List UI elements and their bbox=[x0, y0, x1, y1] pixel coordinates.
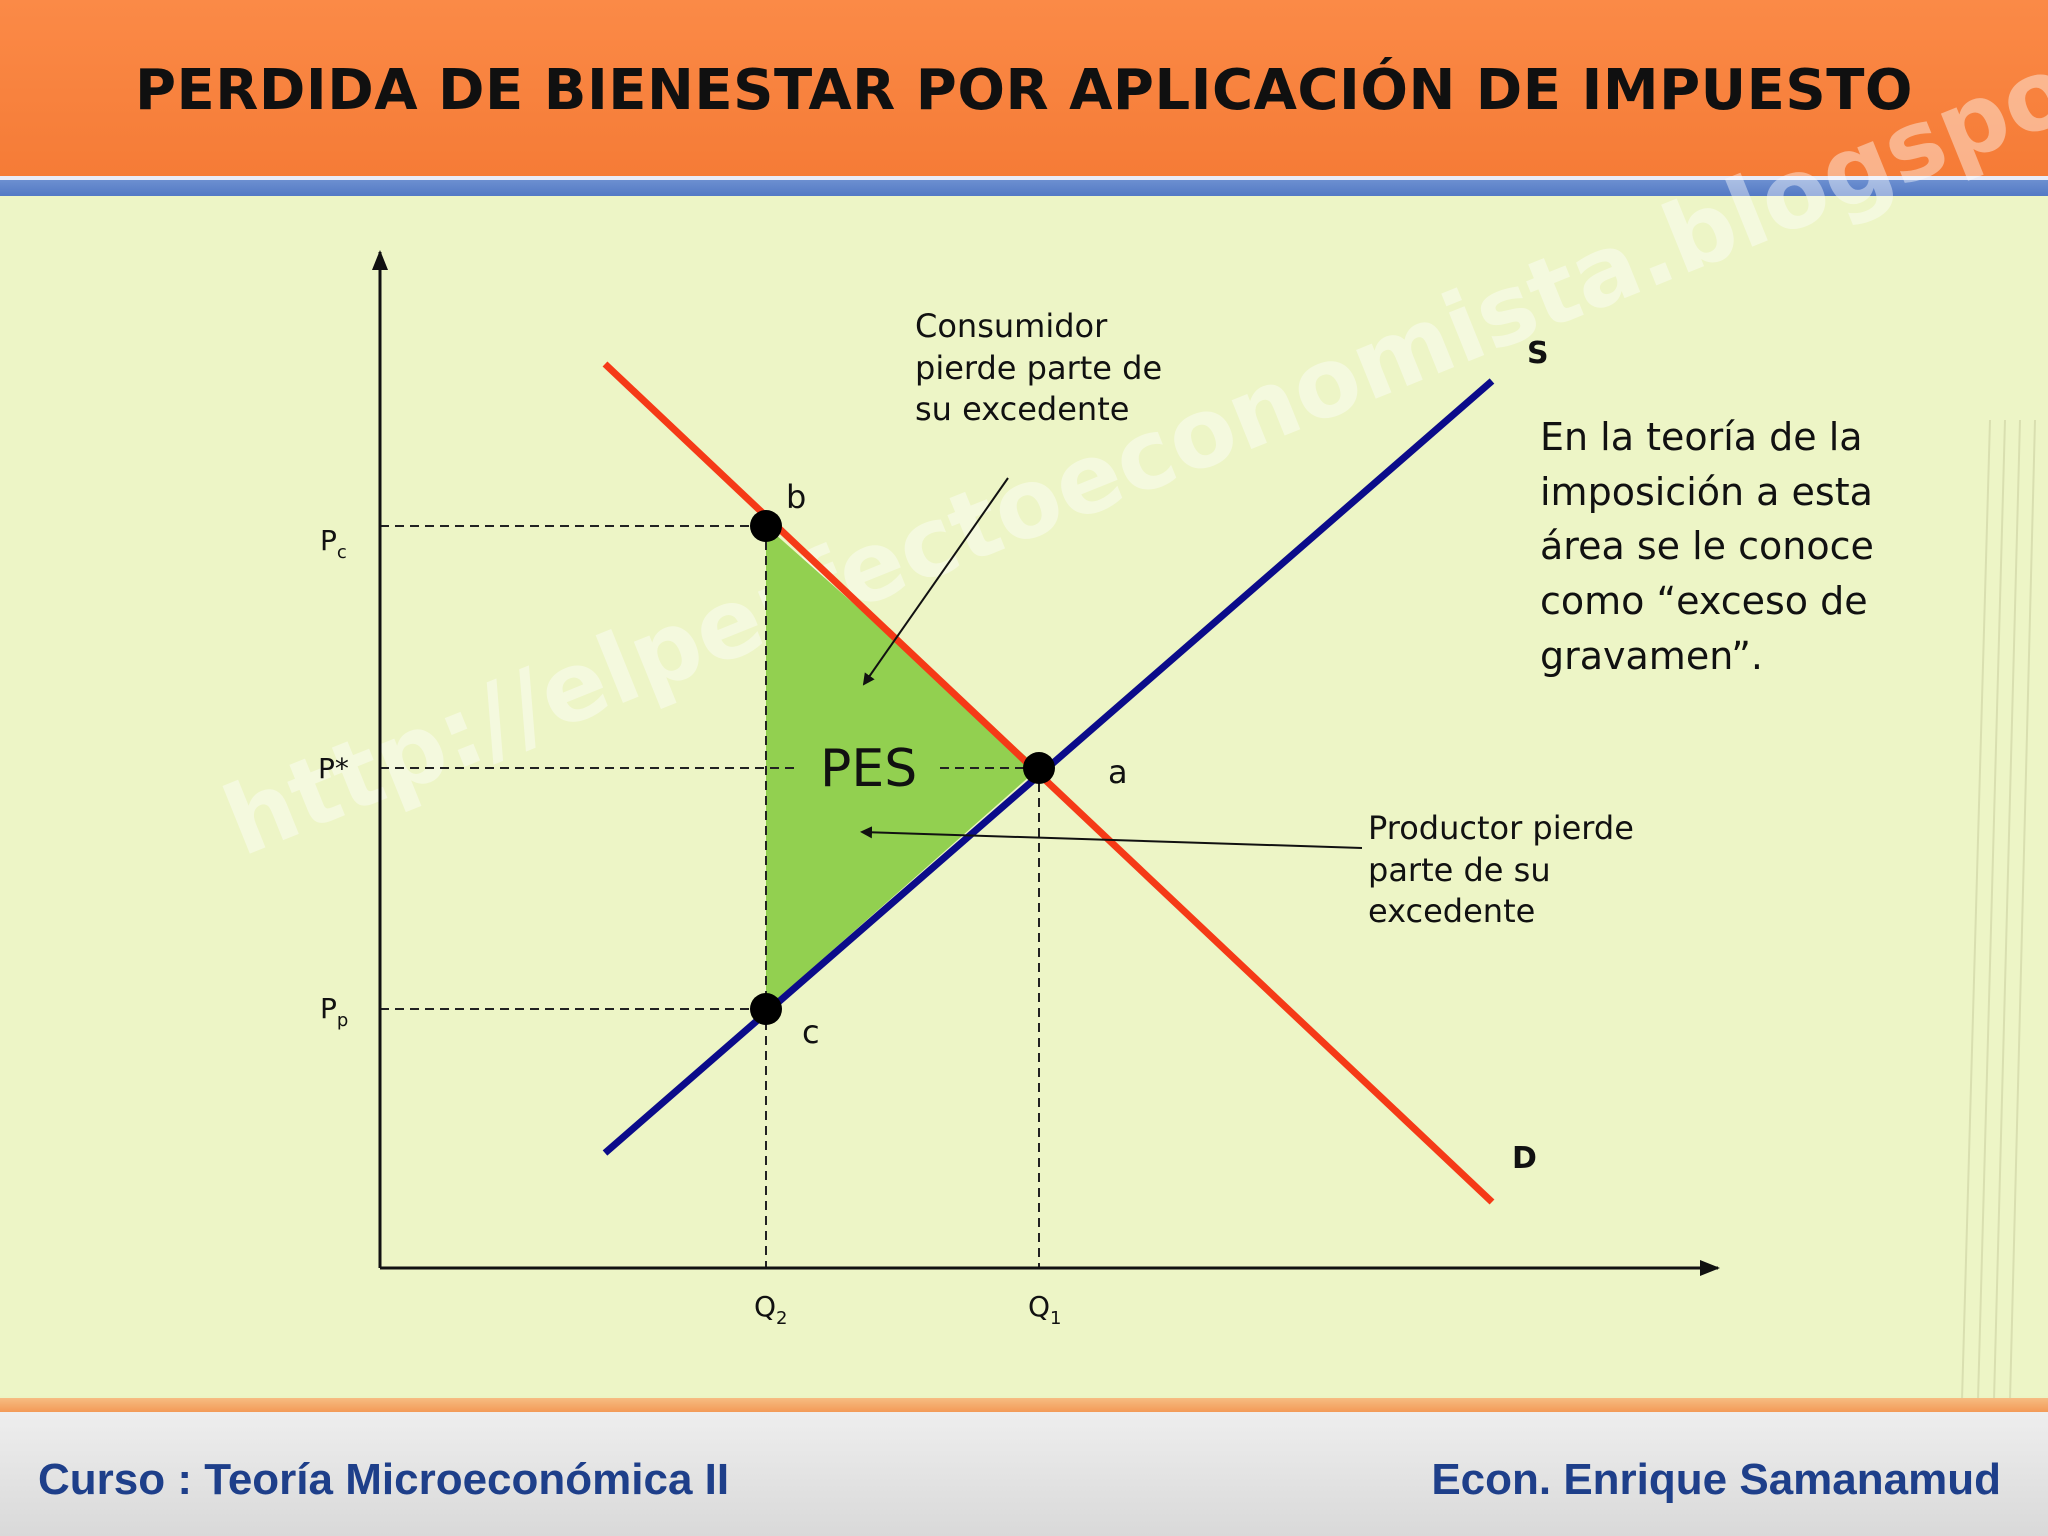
consumer-arrow bbox=[862, 477, 1009, 686]
pc-label: Pc bbox=[320, 524, 347, 563]
producer-arrow bbox=[860, 826, 1363, 849]
content-area bbox=[0, 196, 2048, 1396]
point-b-label: b bbox=[786, 478, 806, 516]
supply-label: S bbox=[1527, 336, 1549, 371]
side-note: En la teoría de la imposición a esta áre… bbox=[1540, 415, 1874, 678]
q2-label: Q2 bbox=[754, 1290, 788, 1329]
point-a bbox=[1023, 752, 1055, 784]
point-c bbox=[750, 993, 782, 1025]
guide-lines bbox=[380, 525, 1040, 1268]
footer-course: Curso : Teoría Microeconómica II bbox=[38, 1455, 730, 1504]
demand-label: D bbox=[1512, 1141, 1537, 1176]
footer-stripe bbox=[0, 1398, 2048, 1412]
demand-curve bbox=[602, 361, 1495, 1205]
pstar-label: P* bbox=[318, 752, 349, 785]
footer-band bbox=[0, 1412, 2048, 1536]
pes-area bbox=[766, 526, 1039, 1009]
consumer-note: Consumidor pierde parte de su excedente bbox=[915, 307, 1163, 429]
point-a-label: a bbox=[1108, 753, 1128, 791]
header-band bbox=[0, 0, 2048, 180]
pp-label: Pp bbox=[320, 992, 348, 1031]
decorative-lines bbox=[1961, 419, 2036, 1401]
point-c-label: c bbox=[802, 1013, 820, 1051]
point-b bbox=[750, 510, 782, 542]
q1-label: Q1 bbox=[1028, 1290, 1062, 1329]
page-title: PERDIDA DE BIENESTAR POR APLICACIÓN DE I… bbox=[134, 58, 1914, 123]
footer-author: Econ. Enrique Samanamud bbox=[1431, 1455, 2001, 1504]
pes-label: PES bbox=[820, 739, 917, 799]
producer-note: Productor pierde parte de su excedente bbox=[1368, 809, 1634, 931]
